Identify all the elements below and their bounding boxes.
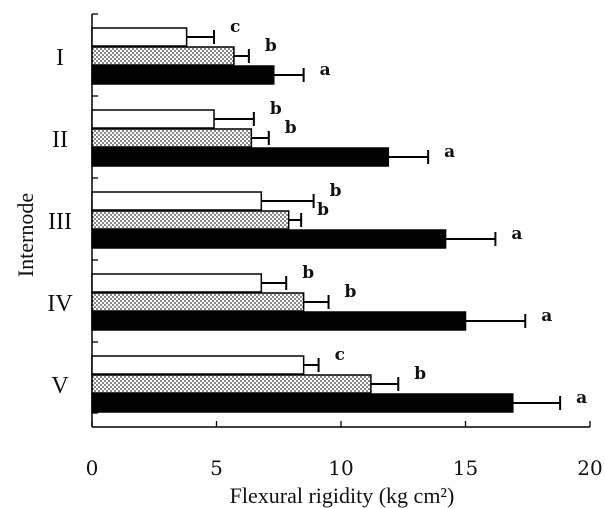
significance-label: b: [317, 200, 329, 220]
bar: [91, 191, 263, 211]
bar: [91, 147, 390, 167]
significance-label: a: [576, 388, 587, 408]
significance-label: b: [330, 181, 342, 201]
significance-label: a: [320, 60, 331, 80]
significance-label: a: [511, 224, 522, 244]
x-axis-title: Flexural rigidity (kg cm²): [230, 483, 455, 508]
significance-label: c: [335, 345, 345, 365]
x-tick-label: 20: [577, 456, 602, 480]
bar: [91, 273, 263, 293]
bar: [91, 27, 188, 47]
significance-label: b: [345, 282, 357, 302]
category-label: III: [48, 209, 72, 235]
x-tick-label: 15: [453, 456, 478, 480]
bar: [91, 292, 305, 312]
bar: [91, 109, 215, 129]
bar: [91, 311, 467, 331]
category-label: II: [52, 127, 68, 153]
significance-label: b: [302, 263, 314, 283]
bar: [91, 229, 447, 249]
significance-label: c: [230, 17, 240, 37]
significance-label: b: [414, 364, 426, 384]
significance-label: b: [270, 99, 282, 119]
significance-label: a: [541, 306, 552, 326]
x-tick-label: 0: [86, 456, 99, 480]
bar: [91, 393, 514, 413]
significance-label: a: [444, 142, 455, 162]
significance-label: b: [265, 36, 277, 56]
bar: [91, 374, 372, 394]
category-label: I: [56, 45, 64, 71]
significance-label: b: [285, 118, 297, 138]
category-label: IV: [47, 291, 73, 317]
bar: [91, 128, 253, 148]
bar: [91, 65, 275, 85]
category-label: V: [51, 373, 69, 399]
bar: [91, 210, 290, 230]
bar: [91, 46, 235, 66]
bar: [91, 355, 305, 375]
x-tick-label: 5: [210, 456, 223, 480]
x-tick-label: 10: [328, 456, 353, 480]
y-axis-title: Internode: [13, 193, 38, 277]
